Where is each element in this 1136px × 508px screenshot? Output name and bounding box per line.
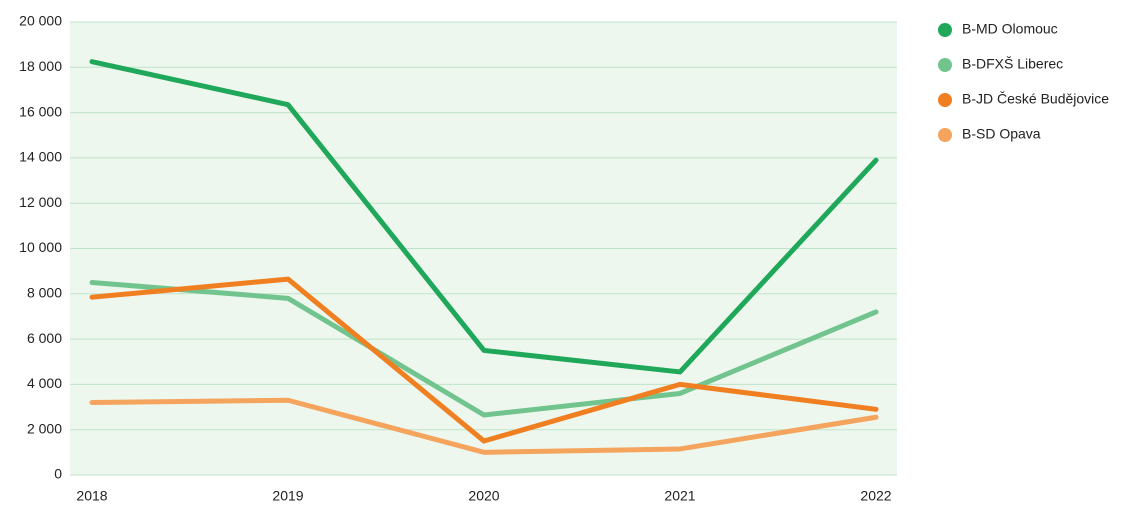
y-tick-label: 0 bbox=[54, 466, 62, 482]
y-tick-label: 10 000 bbox=[19, 239, 62, 255]
legend-label: B-SD Opava bbox=[962, 126, 1041, 142]
series-line bbox=[89, 276, 879, 444]
y-tick-label: 6 000 bbox=[27, 330, 62, 346]
legend-label: B-MD Olomouc bbox=[962, 21, 1058, 37]
y-tick-label: 18 000 bbox=[19, 58, 62, 74]
y-tick-label: 12 000 bbox=[19, 194, 62, 210]
x-tick-label: 2019 bbox=[272, 488, 303, 504]
legend-label: B-JD České Budějovice bbox=[962, 91, 1109, 107]
x-tick-label: 2020 bbox=[468, 488, 499, 504]
legend-marker bbox=[938, 58, 952, 72]
y-tick-label: 4 000 bbox=[27, 375, 62, 391]
y-tick-label: 16 000 bbox=[19, 103, 62, 119]
x-tick-label: 2018 bbox=[76, 488, 107, 504]
y-tick-label: 20 000 bbox=[19, 13, 62, 29]
series-line bbox=[89, 397, 879, 455]
y-tick-label: 2 000 bbox=[27, 420, 62, 436]
series-line bbox=[89, 279, 879, 418]
y-tick-label: 8 000 bbox=[27, 285, 62, 301]
legend-marker bbox=[938, 128, 952, 142]
legend-marker bbox=[938, 23, 952, 37]
x-tick-label: 2021 bbox=[664, 488, 695, 504]
legend-marker bbox=[938, 93, 952, 107]
series-line bbox=[89, 59, 879, 375]
x-tick-label: 2022 bbox=[860, 488, 891, 504]
legend-label: B-DFXŠ Liberec bbox=[962, 56, 1063, 72]
y-tick-label: 14 000 bbox=[19, 149, 62, 165]
